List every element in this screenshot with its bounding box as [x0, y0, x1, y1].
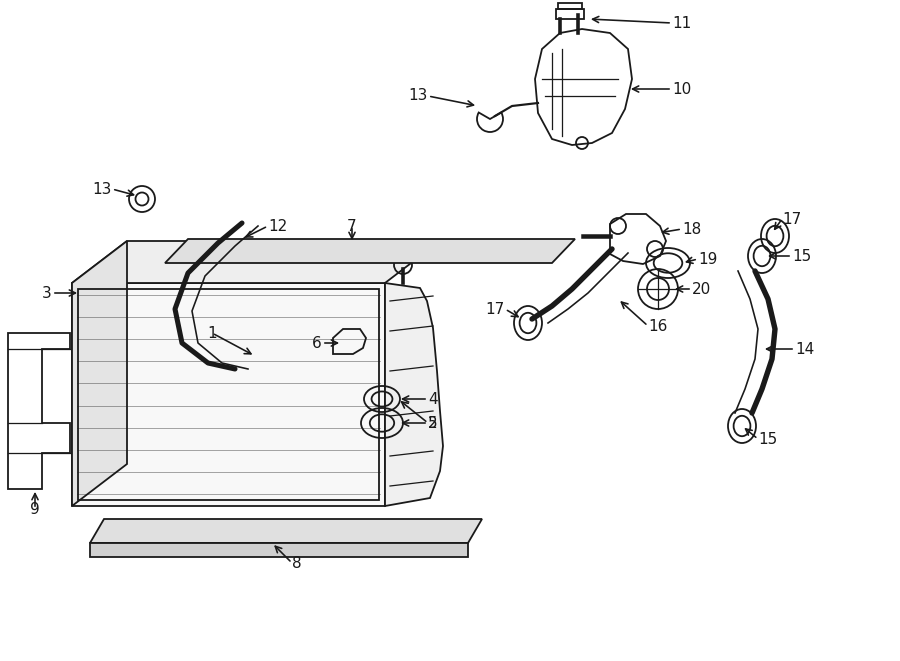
Polygon shape [90, 519, 482, 543]
Text: 18: 18 [682, 221, 701, 237]
Text: 19: 19 [698, 251, 717, 266]
Polygon shape [72, 241, 127, 506]
Text: 10: 10 [672, 81, 691, 97]
Text: 11: 11 [672, 15, 691, 30]
Text: 14: 14 [795, 342, 815, 356]
Text: 2: 2 [428, 416, 437, 430]
Polygon shape [72, 241, 440, 283]
Text: 9: 9 [30, 502, 40, 516]
Text: 4: 4 [428, 391, 437, 407]
Text: 17: 17 [486, 301, 505, 317]
Text: 13: 13 [93, 182, 112, 196]
Text: 17: 17 [782, 212, 801, 227]
Polygon shape [165, 239, 575, 263]
Text: 7: 7 [347, 219, 356, 233]
Text: 8: 8 [292, 555, 302, 570]
Text: 6: 6 [312, 336, 322, 350]
Text: 12: 12 [268, 219, 287, 233]
Text: 3: 3 [42, 286, 52, 301]
Text: 13: 13 [409, 89, 428, 104]
Text: 15: 15 [792, 249, 811, 264]
Polygon shape [90, 543, 468, 557]
Polygon shape [72, 283, 385, 506]
Text: 1: 1 [207, 325, 217, 340]
Text: 20: 20 [692, 282, 711, 297]
Polygon shape [385, 283, 443, 506]
Text: 16: 16 [648, 319, 668, 334]
Text: 5: 5 [428, 416, 437, 430]
Text: 15: 15 [758, 432, 778, 446]
